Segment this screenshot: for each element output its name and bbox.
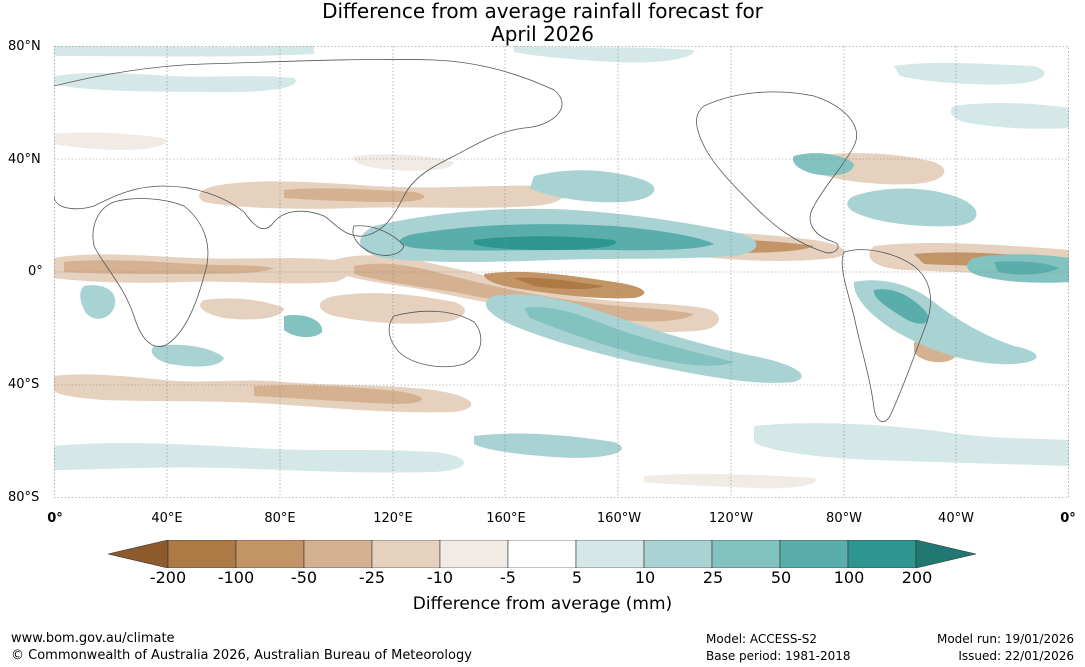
colorbar-segment xyxy=(711,540,781,568)
colorbar-segment xyxy=(779,540,849,568)
rainfall-anomaly-map xyxy=(54,46,1069,498)
colorbar-tick: -25 xyxy=(358,568,386,587)
colorbar-tick: 10 xyxy=(634,568,656,587)
lon-label-120w: 120°W xyxy=(708,511,754,526)
colorbar-tick: -200 xyxy=(149,568,187,587)
colorbar-arrow-high xyxy=(915,540,977,568)
lon-label-40w: 40°W xyxy=(938,511,974,526)
footer-url[interactable]: www.bom.gov.au/climate xyxy=(11,631,175,646)
lon-label-120e: 120°E xyxy=(373,511,413,526)
footer-copyright: © Commonwealth of Australia 2026, Austra… xyxy=(11,648,472,663)
footer-model-run: Model run: 19/01/2026 xyxy=(936,632,1074,646)
colorbar-tick: 100 xyxy=(833,568,865,587)
colorbar-segment xyxy=(643,540,713,568)
lat-label-40n: 40°N xyxy=(8,152,41,167)
lat-label-equator: 0° xyxy=(28,264,43,279)
lat-label-80n: 80°N xyxy=(8,39,41,54)
wet-anomalies xyxy=(54,46,1069,473)
lon-label-80e: 80°E xyxy=(264,511,296,526)
colorbar-segment xyxy=(371,540,441,568)
colorbar-tick: 200 xyxy=(901,568,933,587)
chart-title: Difference from average rainfall forecas… xyxy=(0,0,1085,46)
lon-label-0-left: 0° xyxy=(47,511,63,526)
title-line-2: April 2026 xyxy=(491,22,594,46)
colorbar-title: Difference from average (mm) xyxy=(412,594,673,614)
colorbar-segment xyxy=(303,540,373,568)
colorbar-tick: 25 xyxy=(702,568,724,587)
lon-label-160w: 160°W xyxy=(596,511,642,526)
colorbar-tick: -50 xyxy=(290,568,318,587)
colorbar-segment xyxy=(167,540,237,568)
footer-model: Model: ACCESS-S2 xyxy=(706,632,818,646)
colorbar-tick: -10 xyxy=(426,568,454,587)
lat-label-40s: 40°S xyxy=(8,377,40,392)
colorbar-tick: 50 xyxy=(770,568,792,587)
colorbar-tick: 5 xyxy=(571,568,583,587)
colorbar xyxy=(108,540,977,568)
lon-label-0-right: 0° xyxy=(1060,511,1076,526)
lat-label-80s: 80°S xyxy=(8,490,40,505)
graticule xyxy=(54,46,1069,498)
lon-label-160e: 160°E xyxy=(486,511,526,526)
lon-label-40e: 40°E xyxy=(151,511,183,526)
footer-issued: Issued: 22/01/2026 xyxy=(958,649,1074,663)
colorbar-segment xyxy=(575,540,645,568)
colorbar-tick: -100 xyxy=(217,568,255,587)
colorbar-arrow-low xyxy=(108,540,169,568)
colorbar-segment xyxy=(507,540,577,568)
colorbar-segment xyxy=(235,540,305,568)
colorbar-segment xyxy=(439,540,509,568)
footer-base-period: Base period: 1981-2018 xyxy=(706,649,851,663)
colorbar-tick: -5 xyxy=(500,568,516,587)
title-line-1: Difference from average rainfall forecas… xyxy=(322,0,763,23)
lon-label-80w: 80°W xyxy=(826,511,862,526)
colorbar-segment xyxy=(847,540,917,568)
